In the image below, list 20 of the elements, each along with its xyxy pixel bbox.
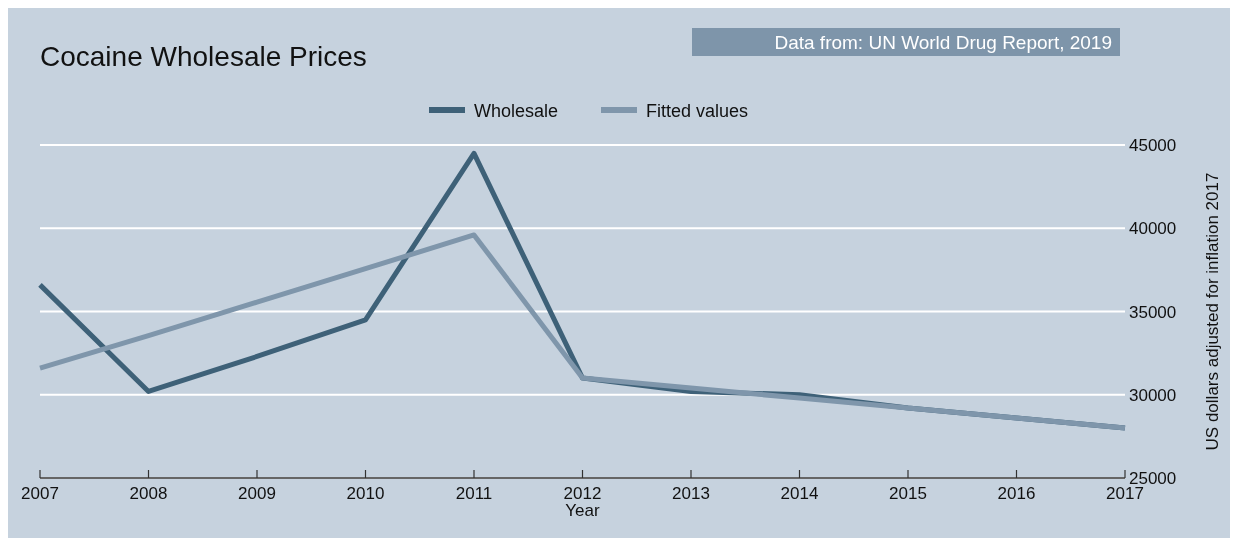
x-tick-label: 2009 (238, 484, 276, 503)
y2-axis-title: US dollars adjusted for inflation 2017 (1203, 172, 1222, 451)
x-tick-label: 2012 (563, 484, 602, 503)
x-tick-label: 2014 (780, 484, 819, 503)
y2-tick-label: 30000 (1129, 385, 1177, 405)
x-tick-label: 2008 (129, 484, 168, 503)
x-tick-label: 2015 (889, 484, 927, 503)
y2-tick-label: 35000 (1129, 302, 1177, 322)
chart-title: Cocaine Wholesale Prices (40, 41, 367, 72)
y2-tick-label: 45000 (1129, 136, 1177, 155)
x-tick-label: 2011 (455, 484, 493, 503)
x-tick-label: 2013 (672, 484, 710, 503)
x-tick-label: 2007 (21, 484, 59, 503)
y2-tick-label: 40000 (1129, 219, 1177, 239)
text: Data from: UN World Drug Report, 2019 (774, 32, 1112, 53)
x-axis-title: Year (565, 501, 601, 520)
x-tick-label: 2010 (346, 484, 385, 503)
x-tick-label: 2016 (997, 484, 1036, 503)
legend-label: Fitted values (646, 101, 749, 121)
legend-label: Wholesale (474, 101, 559, 121)
